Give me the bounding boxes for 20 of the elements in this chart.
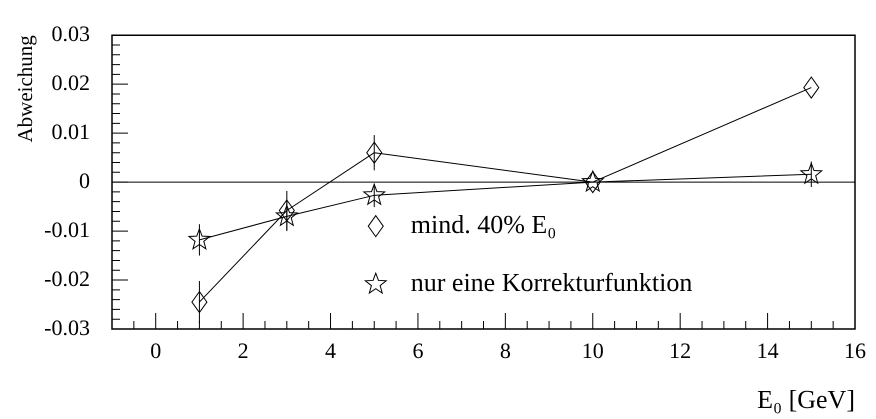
y-tick-label: 0 — [79, 168, 90, 193]
y-tick-label: -0.01 — [44, 216, 90, 242]
x-tick-label: 16 — [844, 338, 866, 363]
x-tick-label: 0 — [150, 338, 162, 363]
y-tick-label: 0.01 — [52, 118, 90, 144]
x-tick-label: 4 — [325, 338, 336, 363]
y-tick-label: 0.02 — [52, 70, 90, 95]
y-tick-label: -0.02 — [44, 266, 90, 291]
y-tick-label: 0.03 — [52, 20, 90, 46]
y-tick-label: -0.03 — [44, 314, 90, 340]
x-axis-title: E₀ [GeV] — [757, 385, 855, 414]
x-tick-label: 12 — [669, 338, 692, 363]
legend-label: mind. 40% E₀ — [410, 210, 556, 239]
x-tick-label: 2 — [238, 338, 249, 363]
x-tick-label: 6 — [412, 338, 424, 363]
x-tick-label: 10 — [582, 338, 604, 363]
y-axis-title: Abweichung — [13, 34, 38, 143]
legend-label: nur eine Korrekturfunktion — [410, 268, 692, 297]
x-tick-label: 14 — [756, 338, 779, 363]
x-tick-label: 8 — [500, 338, 511, 363]
